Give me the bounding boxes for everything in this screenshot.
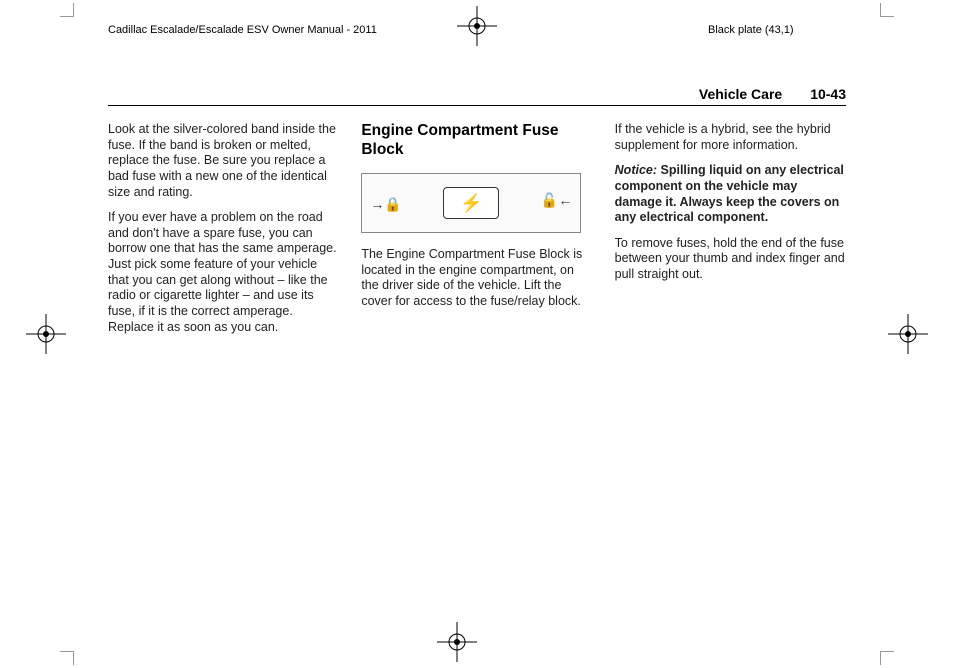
fuse-box-icon: ⚡ [443, 187, 499, 219]
crop-mark [60, 3, 74, 17]
section-name: Vehicle Care [699, 86, 782, 102]
crop-mark [880, 3, 894, 17]
registration-mark-icon [26, 314, 66, 354]
lightning-bolt-icon: ⚡ [460, 192, 482, 215]
body-paragraph: To remove fuses, hold the end of the fus… [615, 236, 846, 283]
body-paragraph: Look at the silver-colored band inside t… [108, 122, 339, 200]
registration-mark-icon [437, 622, 477, 662]
page-number: 10-43 [810, 86, 846, 102]
column-1: Look at the silver-colored band inside t… [108, 122, 339, 345]
registration-mark-icon [888, 314, 928, 354]
page-header-bar: Vehicle Care 10-43 [108, 82, 846, 106]
crop-mark [60, 651, 74, 665]
arrow-left-icon: 🔓 ← [541, 192, 572, 210]
section-heading: Engine Compartment Fuse Block [361, 122, 592, 159]
arrow-right-icon: → 🔒 [370, 196, 401, 214]
registration-mark-icon [457, 6, 497, 46]
column-3: If the vehicle is a hybrid, see the hybr… [615, 122, 846, 345]
plate-info-header: Black plate (43,1) [708, 24, 794, 36]
page: { "header": { "left": "Cadillac Escalade… [0, 0, 954, 668]
body-paragraph: If you ever have a problem on the road a… [108, 210, 339, 335]
fuse-block-figure: → 🔒 ⚡ 🔓 ← [361, 173, 581, 233]
lock-closed-icon: 🔒 [384, 196, 401, 214]
doc-title-header: Cadillac Escalade/Escalade ESV Owner Man… [108, 24, 377, 36]
notice-label: Notice: [615, 163, 657, 177]
body-columns: Look at the silver-colored band inside t… [108, 122, 846, 345]
lock-open-icon: 🔓 [541, 192, 558, 210]
notice-paragraph: Notice: Spilling liquid on any electrica… [615, 163, 846, 226]
crop-mark [880, 651, 894, 665]
body-paragraph: If the vehicle is a hybrid, see the hybr… [615, 122, 846, 153]
column-2: Engine Compartment Fuse Block → 🔒 ⚡ 🔓 ← … [361, 122, 592, 345]
body-paragraph: The Engine Compartment Fuse Block is loc… [361, 247, 592, 310]
